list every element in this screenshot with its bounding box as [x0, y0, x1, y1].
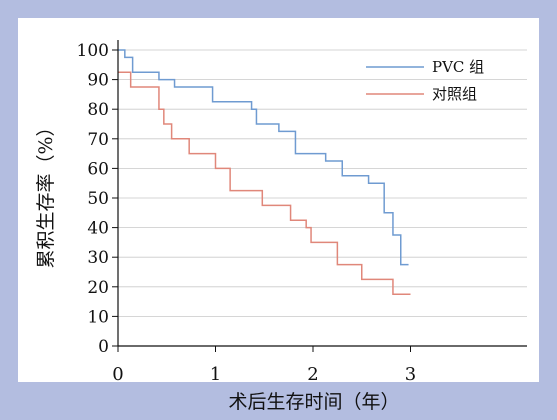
x-tick-label: 3 — [405, 364, 416, 385]
x-axis-label: 术后生存时间（年） — [228, 391, 399, 413]
legend: PVC 组 对照组 — [366, 58, 484, 103]
y-tick-label: 90 — [87, 71, 109, 91]
y-tick-label: 30 — [87, 248, 109, 268]
y-tick-label: 20 — [87, 278, 109, 298]
x-tick-label: 1 — [210, 364, 221, 385]
x-tick-label: 2 — [307, 364, 318, 385]
y-ticks: 0 10 20 30 40 50 60 70 80 90 100 — [77, 41, 118, 357]
y-tick-label: 70 — [87, 130, 109, 150]
y-axis-label: 累积生存率（%） — [35, 117, 57, 268]
plot-background — [18, 18, 539, 382]
series-line-control — [118, 71, 411, 295]
x-tick-label: 0 — [112, 364, 123, 385]
series-line-pvc — [118, 49, 409, 266]
axes — [117, 40, 527, 347]
legend-label-pvc: PVC 组 — [432, 58, 484, 76]
y-tick-label: 60 — [87, 159, 109, 179]
legend-label-control: 对照组 — [432, 85, 477, 103]
x-ticks: 0 1 2 3 — [112, 346, 416, 385]
y-tick-label: 100 — [77, 41, 109, 61]
y-tick-label: 40 — [87, 219, 109, 239]
y-tick-label: 50 — [87, 189, 109, 209]
y-tick-label: 10 — [87, 307, 109, 327]
series-lines — [118, 49, 411, 295]
y-tick-label: 0 — [98, 337, 109, 357]
grid-lines — [118, 49, 527, 317]
y-tick-label: 80 — [87, 100, 109, 120]
